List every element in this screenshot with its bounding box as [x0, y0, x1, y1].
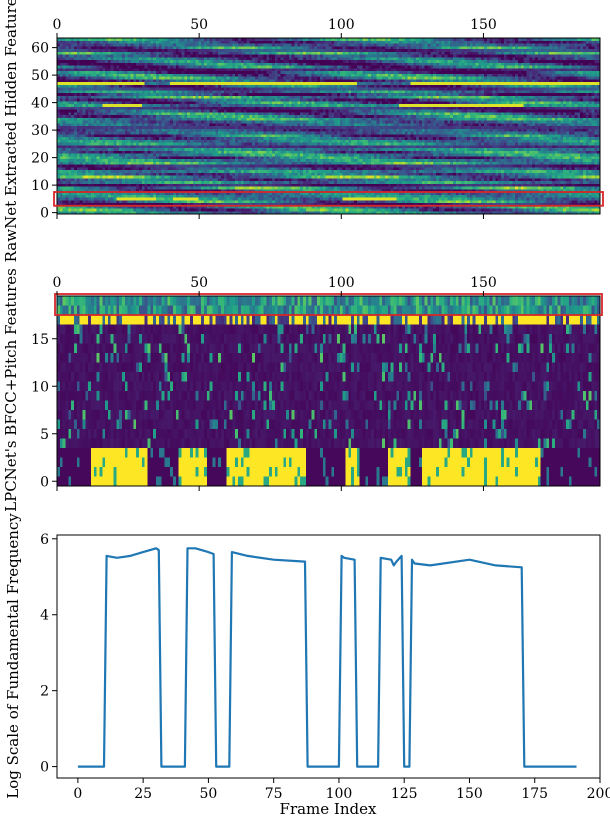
y-tick-label: 0 — [40, 206, 49, 222]
y-tick-label: 4 — [40, 608, 49, 624]
y-tick-label: 6 — [40, 532, 49, 548]
x-tick-label: 0 — [53, 17, 62, 33]
x-tick-label: 75 — [265, 786, 283, 802]
x-tick-label: 100 — [328, 17, 355, 33]
y-tick-label: 30 — [31, 123, 49, 139]
panel-lpcnet: 0 50 100 150 0 5 10 15 LPCNet's BFCC+Pitch Fea… — [2, 268, 603, 512]
lpcnet-plot-frame — [56, 295, 601, 487]
x-tick-label: 0 — [53, 275, 62, 291]
y-tick-label: 15 — [31, 332, 49, 348]
panel-rawnet: 0 50 100 150 0 10 20 30 40 50 60 RawNet Extracted… — [2, 0, 604, 262]
x-tick-label: 0 — [73, 786, 82, 802]
f0-series-line — [77, 547, 577, 768]
y-tick-label: 20 — [31, 151, 49, 167]
y-tick-label: 10 — [31, 178, 49, 194]
x-tick-label: 150 — [470, 17, 497, 33]
rawnet-plot-frame — [56, 37, 601, 215]
rawnet-y-ticks: 0 10 20 30 40 50 60 — [31, 41, 57, 222]
f0-plot-frame — [56, 534, 601, 779]
x-tick-label: 150 — [456, 786, 483, 802]
y-tick-label: 0 — [40, 474, 49, 490]
rawnet-x-ticks: 0 50 100 150 — [53, 17, 497, 219]
lpcnet-x-ticks: 0 50 100 150 — [53, 275, 497, 491]
f0-y-ticks: 0 2 4 6 — [40, 532, 57, 776]
x-tick-label: 100 — [328, 275, 355, 291]
x-tick-label: 100 — [326, 786, 353, 802]
y-tick-label: 0 — [40, 760, 49, 776]
lpcnet-y-axis-label: LPCNet's BFCC+Pitch Features — [2, 268, 20, 512]
x-tick-label: 50 — [190, 17, 208, 33]
f0-y-axis-label: Log Scale of Fundamental Frequency — [4, 513, 22, 799]
f0-x-ticks: 0 25 50 75 100 125 150 175 200 — [73, 778, 610, 802]
rawnet-y-axis-label: RawNet Extracted Hidden Features — [2, 0, 20, 262]
rawnet-highlight-box — [53, 191, 604, 207]
x-tick-label: 50 — [199, 786, 217, 802]
y-tick-label: 40 — [31, 96, 49, 112]
x-tick-label: 50 — [190, 275, 208, 291]
x-tick-label: 150 — [470, 275, 497, 291]
lpcnet-highlight-box — [54, 293, 603, 316]
x-tick-label: 125 — [391, 786, 418, 802]
x-tick-label: 25 — [134, 786, 152, 802]
x-tick-label: 200 — [587, 786, 610, 802]
y-tick-label: 10 — [31, 379, 49, 395]
y-tick-label: 2 — [40, 684, 49, 700]
y-tick-label: 5 — [40, 427, 49, 443]
x-tick-label: 175 — [521, 786, 548, 802]
y-tick-label: 60 — [31, 41, 49, 57]
lpcnet-heatmap — [57, 296, 600, 486]
rawnet-heatmap — [57, 38, 600, 214]
y-tick-label: 50 — [31, 68, 49, 84]
f0-x-axis-label: Frame Index — [280, 800, 377, 818]
lpcnet-y-ticks: 0 5 10 15 — [31, 332, 57, 490]
